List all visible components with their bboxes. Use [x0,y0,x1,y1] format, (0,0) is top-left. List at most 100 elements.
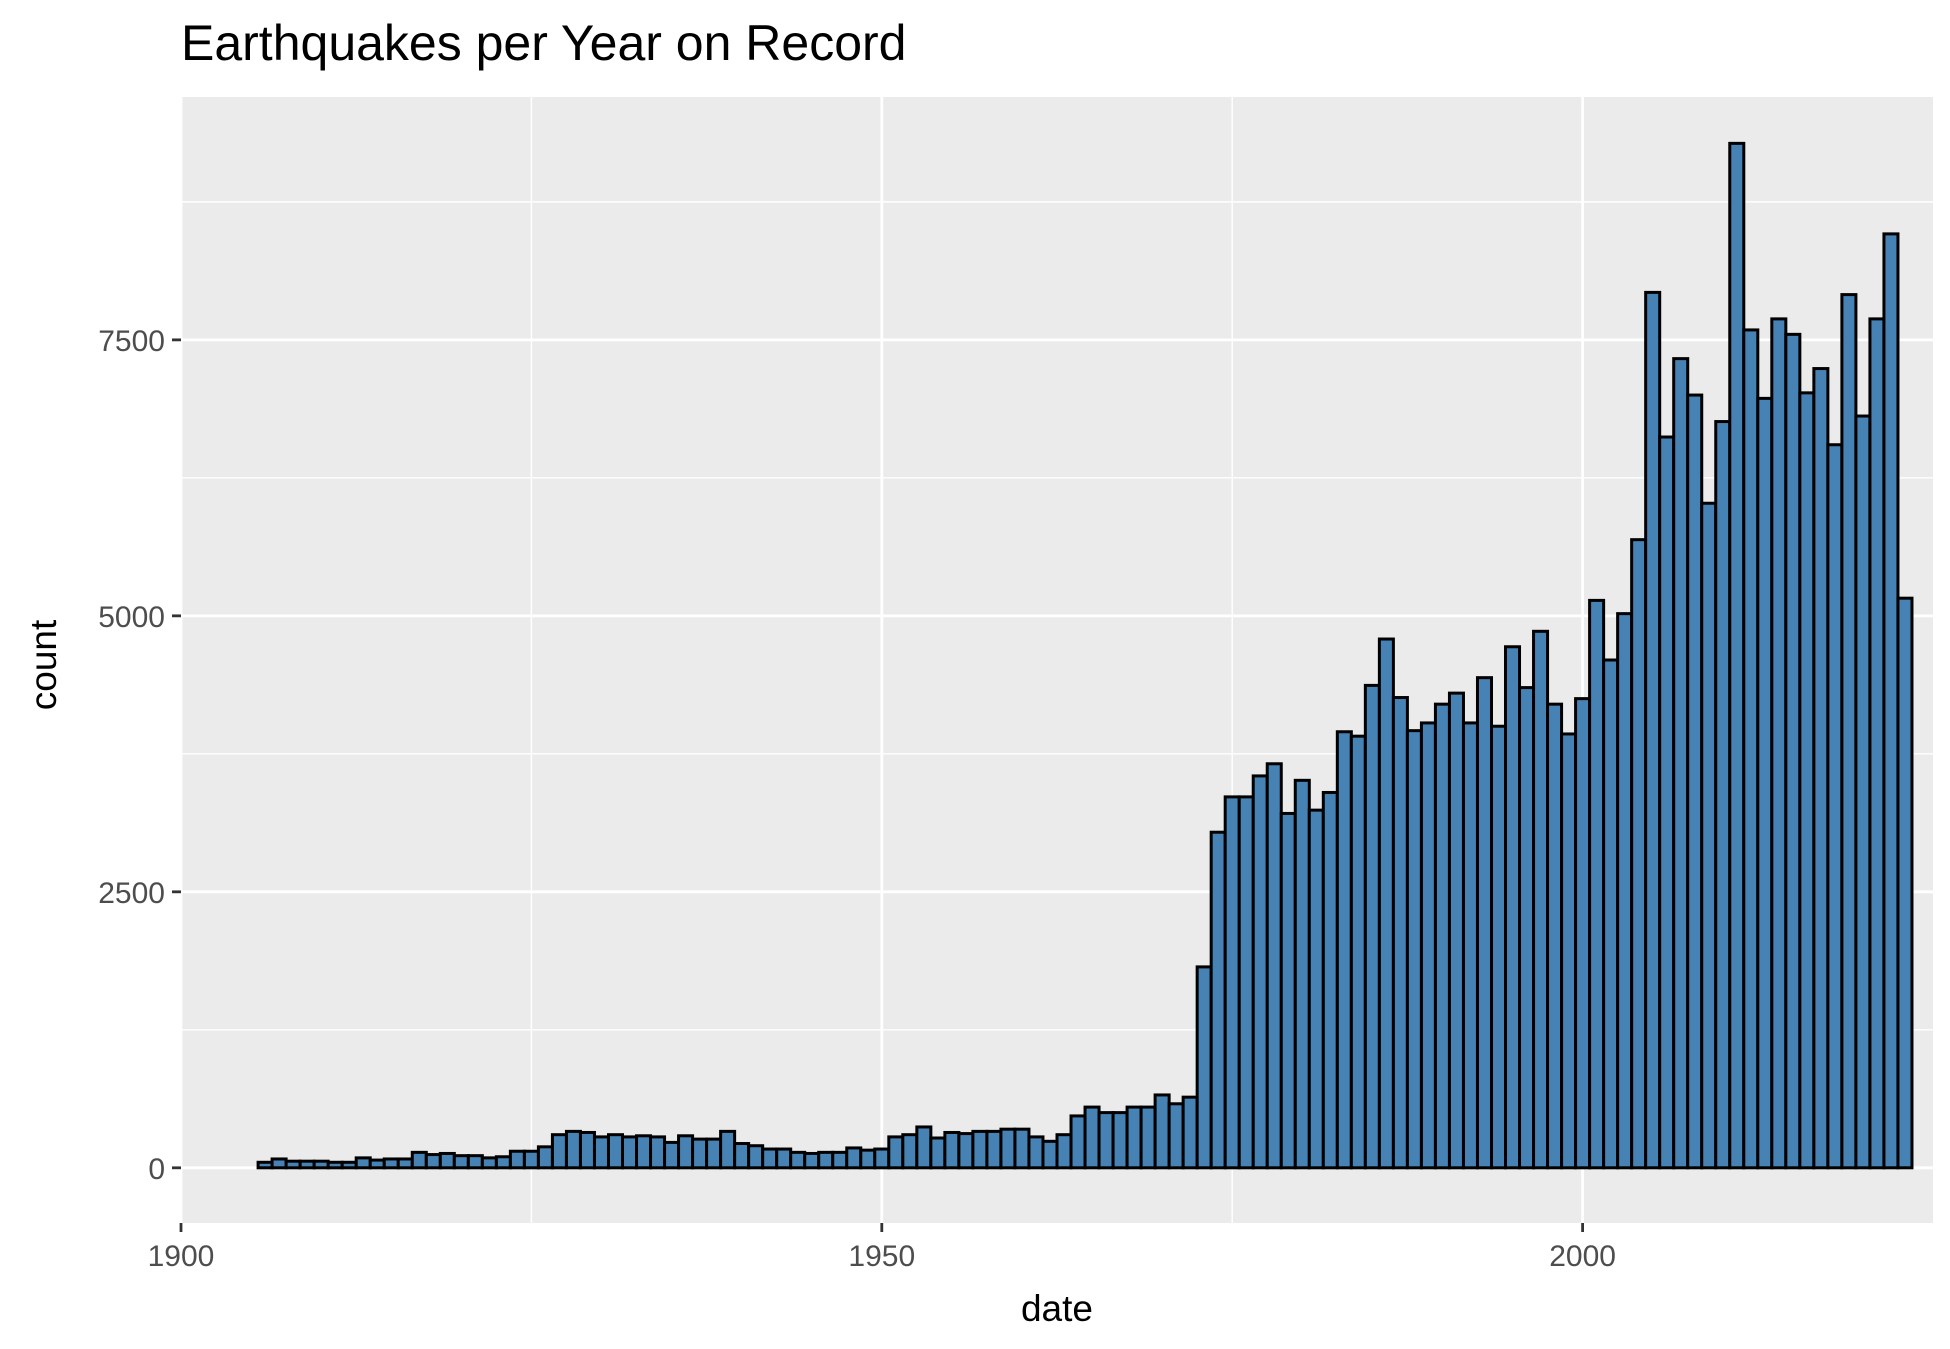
histogram-bar [957,1132,975,1170]
histogram-bar [480,1156,498,1170]
histogram-bar [1321,790,1339,1170]
histogram-bar [1237,795,1255,1170]
histogram-bar [424,1153,442,1170]
histogram-bar [312,1159,330,1170]
histogram-bar [452,1154,470,1170]
y-axis: 0 2500 5000 7500 [98,325,181,1186]
histogram-bar [1083,1105,1101,1170]
x-tick-label: 1900 [148,1240,215,1273]
histogram-bar [663,1140,681,1170]
histogram-bar [1265,762,1283,1170]
histogram-bar [1139,1105,1157,1170]
histogram-bar [1181,1095,1199,1170]
histogram-bar [1504,645,1522,1170]
y-tick-label: 0 [148,1153,165,1186]
histogram-bar [1812,367,1830,1170]
y-tick-label: 2500 [98,877,165,910]
histogram-bar [1700,501,1718,1170]
histogram-bar [1882,232,1900,1170]
histogram-bar [1798,391,1816,1170]
histogram-bar [522,1149,540,1170]
histogram-bar [747,1144,765,1170]
histogram-bar [1069,1114,1087,1170]
histogram-bar [1868,317,1886,1170]
histogram-bar [1686,393,1704,1170]
x-axis-title: date [1021,1288,1093,1329]
x-axis: 1900 1950 2000 [148,1223,1616,1273]
histogram-bar [1041,1139,1059,1170]
histogram-bar [1770,317,1788,1170]
histogram-bar [803,1151,821,1170]
histogram-bar [1391,696,1409,1170]
histogram-bar [1489,724,1508,1170]
histogram-bar [719,1129,737,1170]
histogram-bar [1195,965,1213,1170]
histogram-bar [1419,721,1437,1170]
histogram-bar [410,1150,428,1170]
histogram-bar [943,1130,961,1170]
histogram-bar [873,1147,891,1170]
histogram-bar [1602,658,1620,1170]
histogram-bar [1405,729,1423,1170]
histogram-bar [354,1156,372,1170]
histogram-bar [382,1157,400,1170]
histogram-bar [1672,357,1690,1170]
histogram-bar [831,1150,849,1170]
histogram-bar [859,1148,877,1170]
y-tick-label: 5000 [98,601,165,634]
histogram-bar [677,1134,695,1170]
histogram-bar [1461,721,1479,1170]
histogram-bar [649,1135,667,1170]
histogram-bar [536,1145,554,1170]
histogram-bar [1896,596,1914,1170]
histogram-bar [789,1150,807,1170]
histogram-bar [298,1159,316,1170]
histogram-bar [635,1134,653,1170]
histogram-bar [971,1129,989,1170]
histogram-bar [817,1150,835,1170]
histogram-bar [1377,637,1395,1170]
histogram-bar [1363,683,1381,1170]
histogram-bar [705,1137,723,1170]
histogram-bar [1447,691,1465,1170]
histogram-bar [1630,538,1648,1170]
histogram-bar [1097,1111,1115,1170]
histogram-bar [1307,808,1325,1170]
histogram-bar [256,1160,274,1170]
histogram-bar [396,1157,414,1170]
histogram-bar [1560,732,1578,1170]
histogram-bar [1714,420,1732,1170]
histogram-bar [284,1159,302,1170]
histogram-bar [761,1147,779,1170]
histogram-bar [578,1130,596,1170]
histogram-bar [691,1137,709,1170]
histogram-bar [1209,830,1227,1170]
histogram-bar [733,1142,751,1170]
y-axis-title: count [23,619,64,710]
histogram-bar [550,1133,568,1170]
histogram-bar [1027,1135,1045,1170]
histogram-bar [1784,332,1802,1170]
histogram-bar [1279,811,1297,1170]
histogram-bar [621,1135,639,1170]
histogram-bar [1742,328,1760,1170]
histogram-bar [564,1129,582,1170]
histogram-bar [1644,290,1662,1170]
histogram-bar [887,1135,905,1170]
histogram-bar [929,1136,947,1170]
histogram-bar [775,1147,793,1170]
histogram-bar [1574,697,1592,1170]
histogram-bar [1223,795,1241,1170]
histogram-bar [845,1146,863,1170]
histogram-bar [1532,629,1550,1170]
y-tick-label: 7500 [98,325,165,358]
histogram-bar [1055,1133,1073,1170]
histogram-bar [1013,1127,1031,1170]
histogram-bar [1125,1105,1143,1170]
histogram-bar [1826,443,1844,1170]
histogram-bar [1546,702,1564,1170]
histogram-bar [508,1149,526,1170]
histogram-bar [1854,414,1872,1170]
x-tick-label: 2000 [1549,1240,1616,1273]
